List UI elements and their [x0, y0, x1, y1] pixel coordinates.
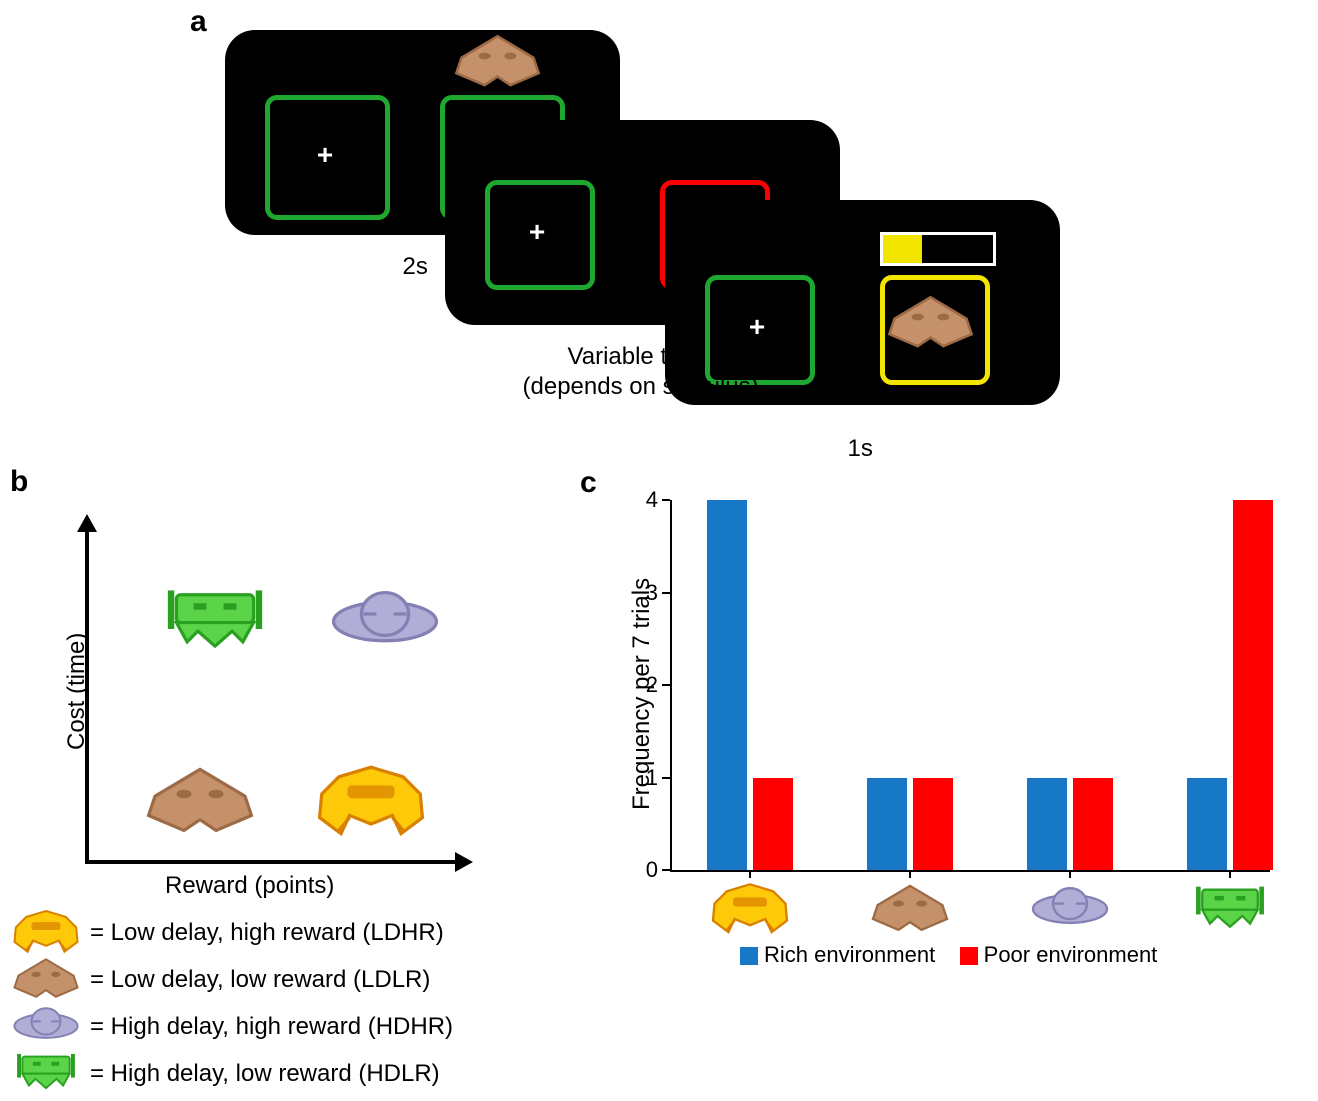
legend-alien-icon [10, 956, 82, 1007]
alien-yellow [316, 764, 426, 844]
alien-purple [330, 584, 440, 664]
alien-icon [883, 293, 978, 358]
legend-alien-icon [10, 1003, 82, 1054]
bar [707, 500, 747, 870]
ytick-label: 4 [640, 487, 658, 513]
fixation-cross: + [749, 313, 765, 341]
progress-bar [880, 232, 996, 266]
ytick-label: 2 [640, 672, 658, 698]
ytick-label: 3 [640, 580, 658, 606]
ytick-label: 0 [640, 857, 658, 883]
panel-c-legend: Rich environment Poor environment [740, 942, 1157, 968]
xaxis-alien-icon [1028, 882, 1112, 941]
legend-alien-icon [10, 909, 82, 960]
legend-alien-icon [10, 1050, 82, 1101]
xaxis-alien-icon [708, 882, 792, 941]
caption-screen2-line2: (depends on stimulus) [523, 373, 759, 401]
alien-icon [450, 32, 545, 97]
panel-label-a: a [190, 5, 207, 39]
xaxis-alien-icon [868, 882, 952, 941]
alien-brown [145, 764, 255, 844]
caption-screen3: 1s [848, 435, 873, 463]
legend-text: = High delay, high reward (HDHR) [90, 1013, 453, 1041]
panel-b-ylabel: Cost (time) [63, 633, 91, 750]
figure-canvas: a ++ ++ ++ 2s Variable time (depends on … [0, 0, 1318, 1091]
panel-b-xlabel: Reward (points) [165, 872, 334, 900]
legend-label: Rich environment [764, 942, 935, 967]
bar [867, 778, 907, 871]
panel-label-c: c [580, 466, 597, 500]
legend-text: = Low delay, low reward (LDLR) [90, 966, 430, 994]
bar [1187, 778, 1227, 871]
panel-label-b: b [10, 465, 28, 499]
xaxis-alien-icon [1188, 882, 1272, 941]
bar [1073, 778, 1113, 871]
caption-screen1: 2s [403, 253, 428, 281]
ytick-label: 1 [640, 765, 658, 791]
legend-text: = High delay, low reward (HDLR) [90, 1060, 440, 1088]
bar [1027, 778, 1067, 871]
fixation-cross: + [529, 218, 545, 246]
legend-text: = Low delay, high reward (LDHR) [90, 919, 444, 947]
bar [753, 778, 793, 871]
legend-label: Poor environment [984, 942, 1158, 967]
bar [913, 778, 953, 871]
alien-green [160, 584, 270, 664]
caption-screen2-line1: Variable time [568, 343, 706, 371]
fixation-cross: + [317, 141, 333, 169]
bar [1233, 500, 1273, 870]
